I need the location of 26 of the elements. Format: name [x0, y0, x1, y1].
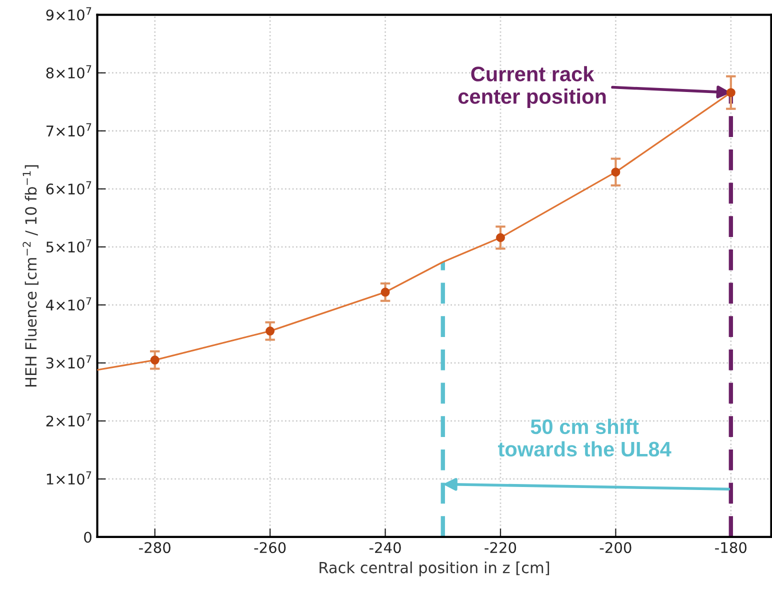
x-tick-label: -200 — [600, 542, 632, 554]
annotation: 50 cm shift towards the UL84 — [498, 418, 672, 457]
point — [726, 88, 736, 98]
y-tick-label: 0 — [84, 532, 92, 543]
point — [266, 326, 275, 336]
y-tick-label: 4×10$^{7}$ — [46, 297, 92, 311]
x-tick-label: -260 — [254, 542, 286, 554]
y-tick-label: 2×10$^{7}$ — [46, 413, 92, 427]
point — [380, 288, 390, 297]
y-tick-label: 5×10$^{7}$ — [46, 239, 92, 253]
point — [611, 168, 620, 177]
x-tick-label: -220 — [484, 542, 516, 554]
y-tick-label: 8×10$^{7}$ — [46, 65, 92, 79]
point — [150, 356, 160, 365]
y-tick-label: 9×10$^{7}$ — [46, 7, 92, 20]
y-tick-label: 6×10$^{7}$ — [46, 181, 92, 195]
point — [496, 233, 505, 242]
x-tick-label: -180 — [715, 542, 746, 554]
x-tick-label: -240 — [369, 542, 401, 554]
y-axis-title: HEH Fluence [cm$^{−2}$ / 10 fb$^{−1}$] — [22, 165, 38, 386]
y-tick-label: 7×10$^{7}$ — [46, 123, 92, 137]
x-tick-label: -280 — [139, 542, 170, 554]
x-axis-title: Rack central position in z [cm] — [320, 562, 550, 576]
y-tick-label: 3×10$^{7}$ — [46, 355, 92, 369]
y-tick-label: 1×10$^{7}$ — [46, 471, 92, 485]
annotation: Current rack center position — [458, 66, 606, 108]
